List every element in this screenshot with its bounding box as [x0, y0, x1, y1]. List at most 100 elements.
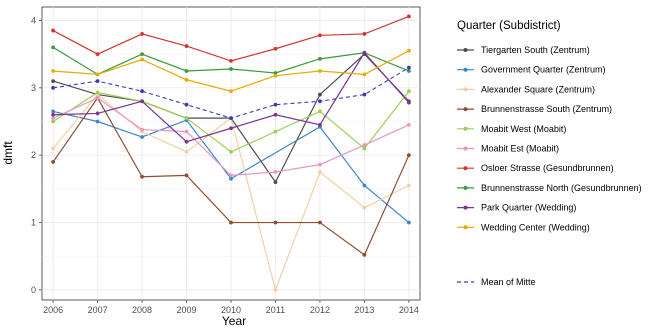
- y-tick-label: 0: [31, 285, 36, 295]
- data-point: [318, 92, 322, 97]
- legend-item: Alexander Square (Zentrum): [457, 84, 595, 94]
- x-tick-label: 2010: [221, 305, 241, 315]
- data-point: [406, 183, 411, 188]
- data-point: [184, 69, 189, 73]
- data-point: [273, 46, 278, 51]
- series-5: [51, 96, 411, 178]
- x-tick-label: 2011: [266, 305, 285, 315]
- data-point: [229, 67, 233, 71]
- data-point: [229, 149, 233, 154]
- series-layer: [51, 14, 411, 292]
- data-point: [229, 58, 233, 63]
- legend-key-point: [463, 185, 468, 190]
- data-point: [406, 69, 411, 73]
- legend-key-point: [463, 126, 468, 131]
- legend-key-point: [463, 48, 468, 52]
- legend-item: Brunnenstrasse North (Gesundbrunnen): [457, 183, 642, 193]
- data-point: [362, 50, 367, 55]
- series-4: [51, 89, 411, 154]
- legend-item: Wedding Center (Wedding): [457, 222, 590, 232]
- data-point: [140, 99, 144, 104]
- data-point: [362, 92, 367, 97]
- data-point: [318, 56, 322, 61]
- data-point: [362, 32, 367, 36]
- legend-label: Alexander Square (Zentrum): [481, 84, 595, 94]
- data-point: [95, 90, 100, 95]
- data-point: [273, 170, 278, 174]
- data-point: [362, 252, 367, 257]
- data-point: [273, 102, 278, 107]
- data-point: [95, 52, 100, 57]
- y-tick-label: 3: [31, 83, 36, 93]
- data-point: [51, 119, 56, 124]
- legend-label: Tiergarten South (Zentrum): [481, 45, 590, 55]
- data-point: [273, 180, 278, 185]
- x-tick-label: 2013: [354, 305, 374, 315]
- data-point: [51, 146, 56, 151]
- data-point: [140, 52, 144, 57]
- data-point: [273, 220, 278, 225]
- data-point: [95, 119, 100, 124]
- data-point: [140, 89, 144, 94]
- series-8: [51, 50, 411, 144]
- data-point: [318, 122, 322, 127]
- data-point: [406, 153, 411, 158]
- y-axis-ticks: 0 1 2 3 4: [31, 15, 42, 295]
- data-point: [406, 89, 411, 94]
- legend-item: Mean of Mitte: [457, 277, 536, 287]
- data-point: [229, 173, 233, 178]
- data-point: [273, 287, 278, 292]
- data-point: [184, 77, 189, 82]
- data-point: [229, 176, 233, 181]
- data-point: [406, 100, 411, 105]
- series-line: [52, 110, 410, 224]
- legend-key-point: [463, 146, 468, 151]
- data-point: [318, 33, 322, 38]
- legend-item: Tiergarten South (Zentrum): [457, 45, 590, 55]
- legend-item: Park Quarter (Wedding): [457, 203, 576, 213]
- data-point: [140, 135, 144, 139]
- data-point: [273, 71, 278, 75]
- legend-label: Wedding Center (Wedding): [481, 222, 590, 232]
- data-point: [318, 109, 322, 114]
- data-point: [184, 129, 189, 134]
- data-point: [95, 96, 100, 100]
- legend-key-point: [463, 225, 468, 230]
- data-point: [95, 72, 100, 77]
- data-point: [406, 220, 411, 225]
- data-point: [51, 160, 56, 164]
- data-point: [362, 146, 367, 151]
- data-point: [51, 112, 56, 117]
- x-tick-label: 2007: [88, 305, 108, 315]
- data-point: [95, 111, 100, 116]
- data-point: [51, 79, 56, 83]
- data-point: [184, 102, 189, 107]
- x-tick-label: 2009: [177, 305, 197, 315]
- data-point: [229, 116, 233, 121]
- y-tick-label: 1: [31, 218, 36, 228]
- data-point: [140, 127, 144, 132]
- data-point: [229, 89, 233, 94]
- legend-key-point: [463, 107, 468, 112]
- data-point: [51, 109, 56, 114]
- series-7: [51, 45, 411, 77]
- data-point: [184, 44, 189, 48]
- data-point: [95, 79, 100, 83]
- y-tick-label: 2: [31, 150, 36, 160]
- data-point: [318, 162, 322, 167]
- data-point: [184, 116, 189, 121]
- data-point: [184, 149, 189, 154]
- data-point: [51, 45, 56, 50]
- legend-label: Osloer Strasse (Gesundbrunnen): [481, 163, 614, 173]
- data-point: [51, 28, 56, 33]
- data-point: [362, 183, 367, 188]
- legend-label: Moabit Est (Moabit): [481, 144, 559, 154]
- data-point: [406, 65, 411, 70]
- legend-title: Quarter (Subdistrict): [457, 20, 561, 32]
- legend-items: Tiergarten South (Zentrum) Government Qua…: [457, 45, 642, 287]
- y-axis-title: dmft: [1, 141, 15, 165]
- legend-key-point: [463, 67, 468, 72]
- data-point: [273, 129, 278, 134]
- legend-item: Moabit West (Moabit): [457, 124, 566, 134]
